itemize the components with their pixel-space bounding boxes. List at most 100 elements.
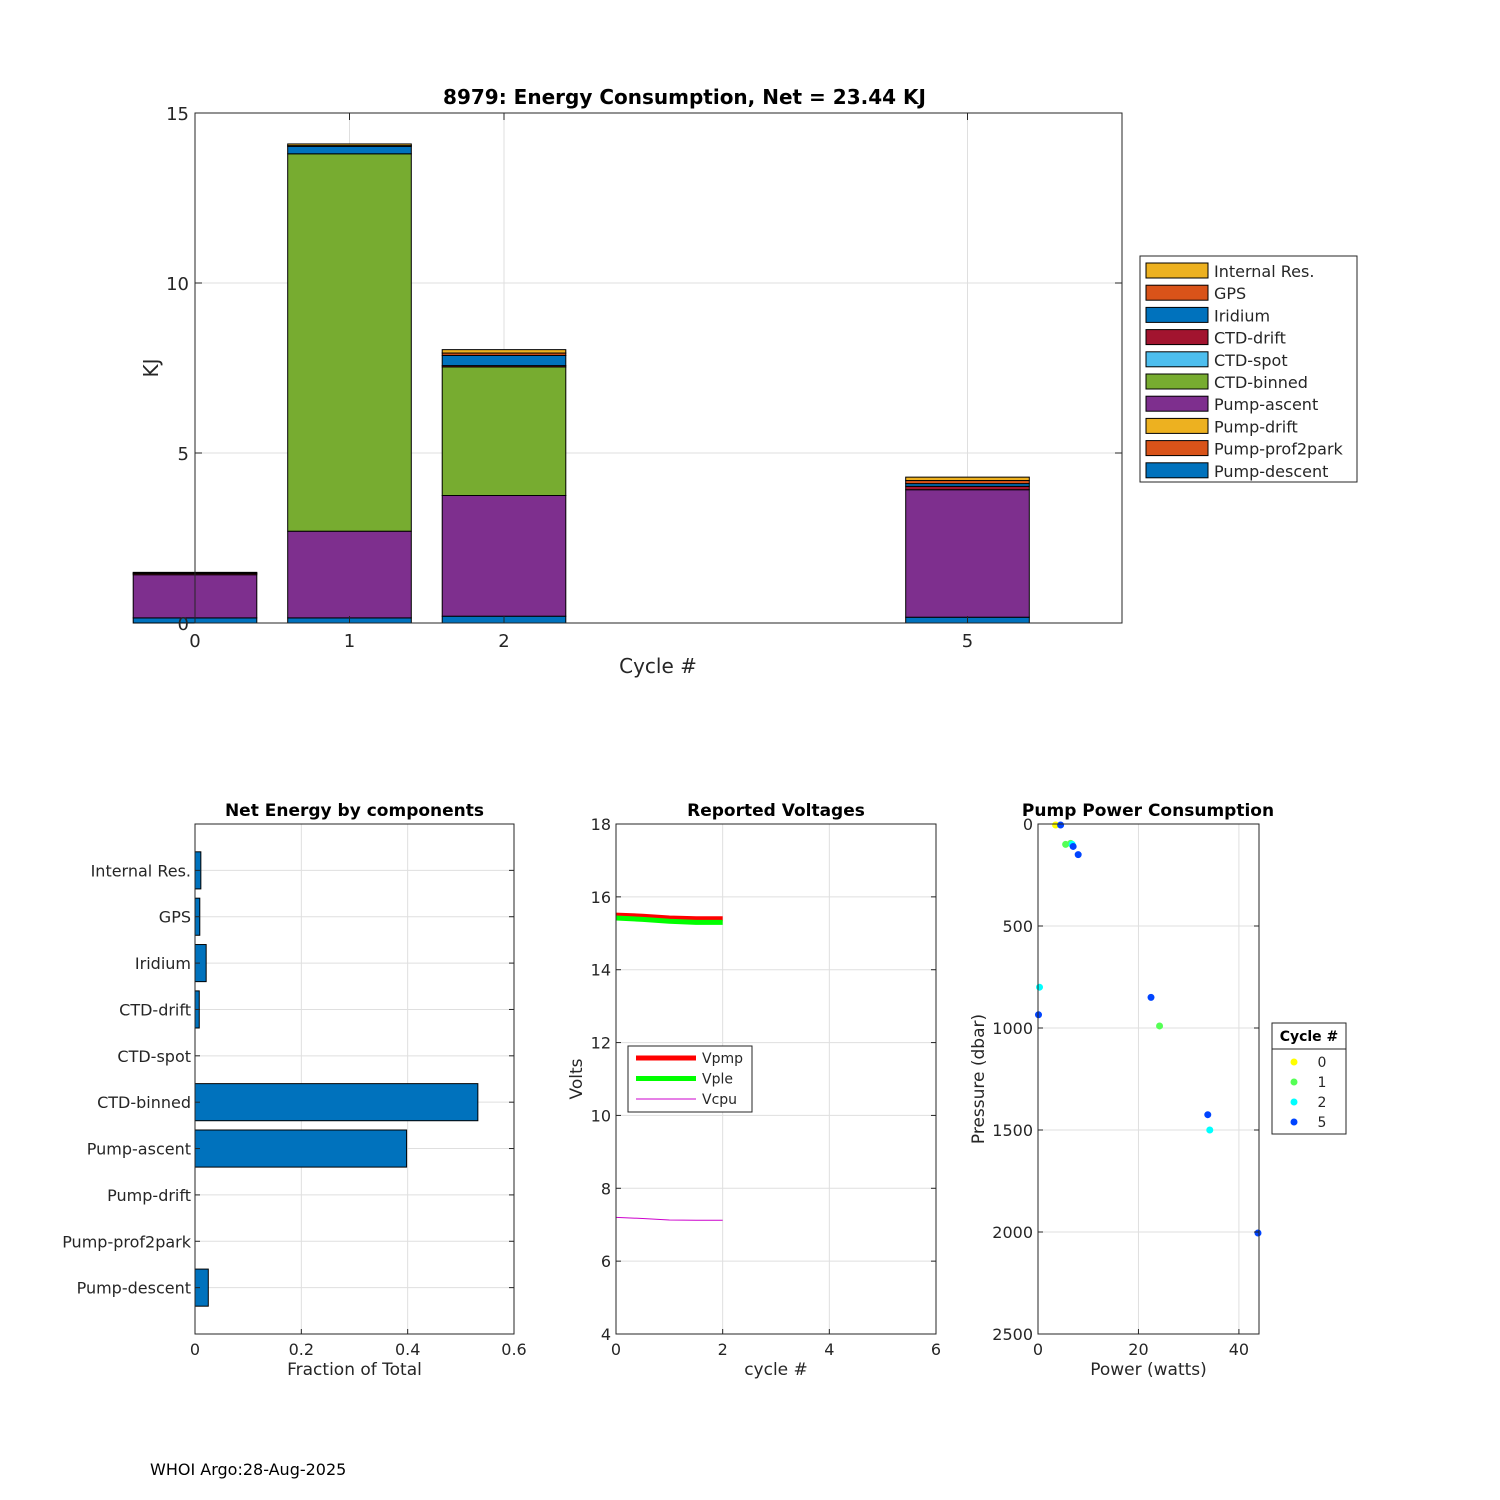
energy-legend-label: CTD-spot (1214, 351, 1288, 370)
energy-bar-segment (905, 489, 1030, 618)
pump-point-cycle-2 (1206, 1126, 1214, 1134)
components-category-label: Pump-prof2park (62, 1232, 192, 1251)
pump-x-tick-label: 20 (1128, 1340, 1148, 1359)
energy-legend-swatch (1145, 373, 1209, 390)
components-category-label: Pump-ascent (87, 1140, 191, 1159)
voltage-x-tick-label: 4 (824, 1340, 834, 1359)
pump-legend-box (1271, 1022, 1347, 1135)
energy-bar-segment (287, 153, 412, 532)
energy-x-axis-label: Cycle # (619, 654, 697, 678)
voltage-axes-box (615, 823, 937, 1335)
pump-point-cycle-5 (1069, 842, 1077, 850)
components-bar (194, 1083, 479, 1122)
components-category-label: CTD-spot (117, 1047, 191, 1066)
energy-y-tick-label: 5 (178, 444, 189, 465)
voltage-line-vpmp (615, 912, 723, 922)
voltage-chart-title: Reported Voltages (687, 801, 865, 821)
pump-point-cycle-2 (1036, 983, 1044, 991)
energy-legend-swatch (1145, 462, 1209, 479)
energy-y-axis-label: KJ (139, 358, 163, 377)
voltage-y-tick-label: 14 (591, 961, 611, 980)
reported-voltages-chart: 0 2 4 6 4 6 8 10 12 14 16 18 Reported Voltages cycle … (567, 801, 941, 1380)
components-x-tick-label: 0 (190, 1340, 200, 1359)
voltage-legend-label: Vcpu (702, 1092, 737, 1108)
pump-y-tick-label: 0 (1023, 815, 1033, 834)
components-category-label: Pump-descent (77, 1279, 191, 1298)
net-energy-components-chart: 0 0.2 0.4 0.6 Pump-descent Pump-prof2park Pump… (62, 801, 527, 1380)
components-x-tick-label: 0.2 (289, 1340, 314, 1359)
voltage-line-vple (615, 915, 723, 925)
energy-x-tick-label: 1 (344, 631, 355, 652)
energy-bar-segment (287, 145, 412, 155)
pump-axes-box (1037, 823, 1260, 1335)
voltage-x-axis-label: cycle # (744, 1360, 808, 1380)
energy-bar-segment (441, 349, 567, 354)
voltage-x-tick-label: 6 (931, 1340, 941, 1359)
energy-legend-swatch (1145, 440, 1209, 457)
voltage-y-tick-label: 6 (601, 1252, 611, 1271)
footer-label: WHOI Argo:28-Aug-2025 (150, 1460, 347, 1479)
components-x-tick-label: 0.6 (501, 1340, 526, 1359)
energy-chart-title: 8979: Energy Consumption, Net = 23.44 KJ (443, 85, 926, 109)
components-category-label: CTD-drift (119, 1000, 191, 1019)
pump-legend-marker (1290, 1098, 1298, 1106)
voltage-line-vcpu (615, 1216, 723, 1221)
energy-legend-label: Pump-ascent (1214, 395, 1318, 414)
energy-legend-swatch (1145, 351, 1209, 368)
voltage-legend-label: Vpmp (702, 1051, 743, 1067)
components-bar (194, 1129, 408, 1168)
components-category-label: CTD-binned (97, 1093, 191, 1112)
components-category-label: GPS (159, 908, 191, 927)
voltage-y-axis-label: Volts (567, 1058, 587, 1099)
energy-legend-label: Internal Res. (1214, 262, 1314, 281)
voltage-x-tick-label: 2 (718, 1340, 728, 1359)
voltage-legend-label: Vple (702, 1072, 733, 1088)
energy-y-tick-label: 15 (166, 104, 189, 125)
energy-legend-label: Pump-prof2park (1214, 440, 1344, 459)
pump-y-tick-label: 500 (1002, 917, 1033, 936)
energy-legend-label: Iridium (1214, 306, 1270, 325)
pump-point-cycle-5 (1254, 1229, 1262, 1237)
components-axes-box (194, 823, 515, 1335)
voltage-y-tick-label: 4 (601, 1325, 611, 1344)
voltage-y-tick-label: 16 (591, 888, 611, 907)
energy-axes-box (194, 112, 1123, 624)
voltage-x-tick-label: 0 (611, 1340, 621, 1359)
energy-bar-segment (905, 485, 1030, 491)
pump-x-tick-label: 40 (1229, 1340, 1249, 1359)
energy-bar-segment (441, 495, 567, 617)
components-x-axis-label: Fraction of Total (287, 1360, 422, 1380)
components-category-label: Iridium (135, 954, 191, 973)
energy-bar-segment (441, 366, 567, 497)
pump-legend-marker (1290, 1118, 1298, 1126)
energy-legend-label: CTD-drift (1214, 329, 1286, 348)
energy-legend-swatch (1145, 329, 1209, 346)
voltage-y-tick-label: 8 (601, 1179, 611, 1198)
components-x-tick-label: 0.4 (395, 1340, 420, 1359)
pump-legend-title: Cycle # (1280, 1029, 1339, 1045)
energy-y-tick-label: 0 (178, 614, 189, 635)
energy-legend-swatch (1145, 417, 1209, 434)
pump-point-cycle-5 (1074, 851, 1082, 859)
energy-legend-label: GPS (1214, 284, 1246, 303)
energy-legend-label: Pump-drift (1214, 417, 1298, 436)
pump-legend-label: 2 (1318, 1095, 1327, 1111)
energy-bar-segment (441, 354, 567, 367)
voltage-y-tick-label: 18 (591, 815, 611, 834)
pump-point-cycle-5 (1035, 1011, 1043, 1019)
pump-point-cycle-5 (1057, 821, 1065, 829)
voltage-y-tick-label: 12 (591, 1034, 611, 1053)
energy-legend-label: Pump-descent (1214, 462, 1328, 481)
pump-y-tick-label: 1000 (992, 1019, 1033, 1038)
energy-x-tick-label: 2 (498, 631, 509, 652)
pump-y-tick-label: 2500 (992, 1325, 1033, 1344)
pump-point-cycle-5 (1147, 993, 1155, 1001)
energy-legend-swatch (1145, 262, 1209, 279)
pump-legend-label: 1 (1318, 1075, 1327, 1091)
energy-x-tick-label: 0 (189, 631, 200, 652)
energy-consumption-chart: 0 1 2 5 0 5 10 15 8979: Energy Consumption, Net … (132, 85, 1358, 678)
energy-legend-swatch (1145, 284, 1209, 301)
pump-y-tick-label: 2000 (992, 1223, 1033, 1242)
